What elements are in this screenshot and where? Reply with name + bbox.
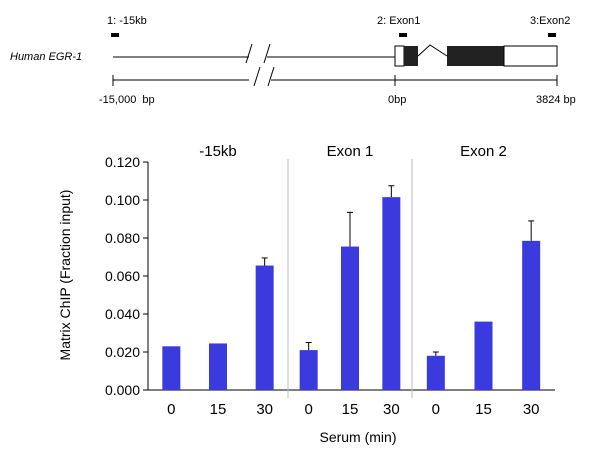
- bar: [209, 343, 227, 390]
- panel-title: Exon 1: [327, 143, 374, 160]
- y-tick-label: 0.080: [105, 230, 140, 246]
- bar: [522, 240, 541, 390]
- probe-1-label: 1: -15kb: [107, 15, 147, 27]
- chart-marks: 0.000 0.020 0.040 0.060 0.080 0.100 0.120 -15kb…: [105, 143, 555, 418]
- break-mark-1: [245, 43, 253, 64]
- y-tick-label: 0.120: [105, 154, 140, 170]
- x-tick-label: 0: [432, 401, 440, 418]
- scale-label-mid: 0bp: [388, 94, 406, 106]
- x-tick-label: 30: [523, 401, 540, 418]
- y-tick-label: 0.020: [105, 344, 140, 360]
- x-tick-label: 15: [475, 401, 492, 418]
- probe-2-marker: [399, 33, 407, 37]
- x-axis-title: Serum (min): [319, 429, 396, 445]
- x-tick-label: 30: [383, 401, 400, 418]
- y-tick-label: 0.060: [105, 268, 140, 284]
- x-tick-label: 0: [304, 401, 312, 418]
- intron-line: [417, 44, 448, 57]
- chip-bar-chart: Matrix ChIP (Fraction input) Serum (min)…: [57, 143, 555, 445]
- scale-label-right: 3824 bp: [536, 94, 576, 106]
- bar: [426, 355, 445, 390]
- x-tick-label: 15: [342, 401, 359, 418]
- probe-3-marker: [548, 33, 556, 37]
- y-axis-title: Matrix ChIP (Fraction input): [57, 190, 73, 361]
- exon2-utr: [503, 45, 558, 67]
- scale-break-mark-1: [253, 66, 261, 87]
- gene-name-label: Human EGR-1: [10, 51, 82, 63]
- exon1-utr: [394, 45, 405, 67]
- x-tick-label: 0: [167, 401, 175, 418]
- y-tick-label: 0.000: [105, 382, 140, 398]
- probe-3-label: 3:Exon2: [530, 15, 570, 27]
- bar: [299, 350, 318, 390]
- probe-2-label: 2: Exon1: [377, 15, 420, 27]
- y-tick-label: 0.040: [105, 306, 140, 322]
- x-tick-label: 30: [256, 401, 273, 418]
- bar: [162, 346, 181, 390]
- exon2-coding: [447, 46, 504, 66]
- x-tick-label: 15: [210, 401, 227, 418]
- bar: [341, 246, 359, 390]
- break-mark-2: [263, 43, 271, 64]
- gene-map: 1: -15kb 2: Exon1 3:Exon2 Human EGR-1 -1…: [10, 15, 576, 106]
- bar: [382, 197, 401, 390]
- panel-title: Exon 2: [460, 143, 507, 160]
- scale-label-left: -15,000 bp: [99, 94, 155, 106]
- y-tick-label: 0.100: [105, 192, 140, 208]
- panel-title: -15kb: [199, 143, 237, 160]
- probe-1-marker: [111, 33, 119, 37]
- bar: [474, 321, 493, 390]
- exon1-coding: [404, 46, 418, 66]
- scale-break-mark-2: [267, 66, 275, 87]
- bar: [255, 265, 274, 390]
